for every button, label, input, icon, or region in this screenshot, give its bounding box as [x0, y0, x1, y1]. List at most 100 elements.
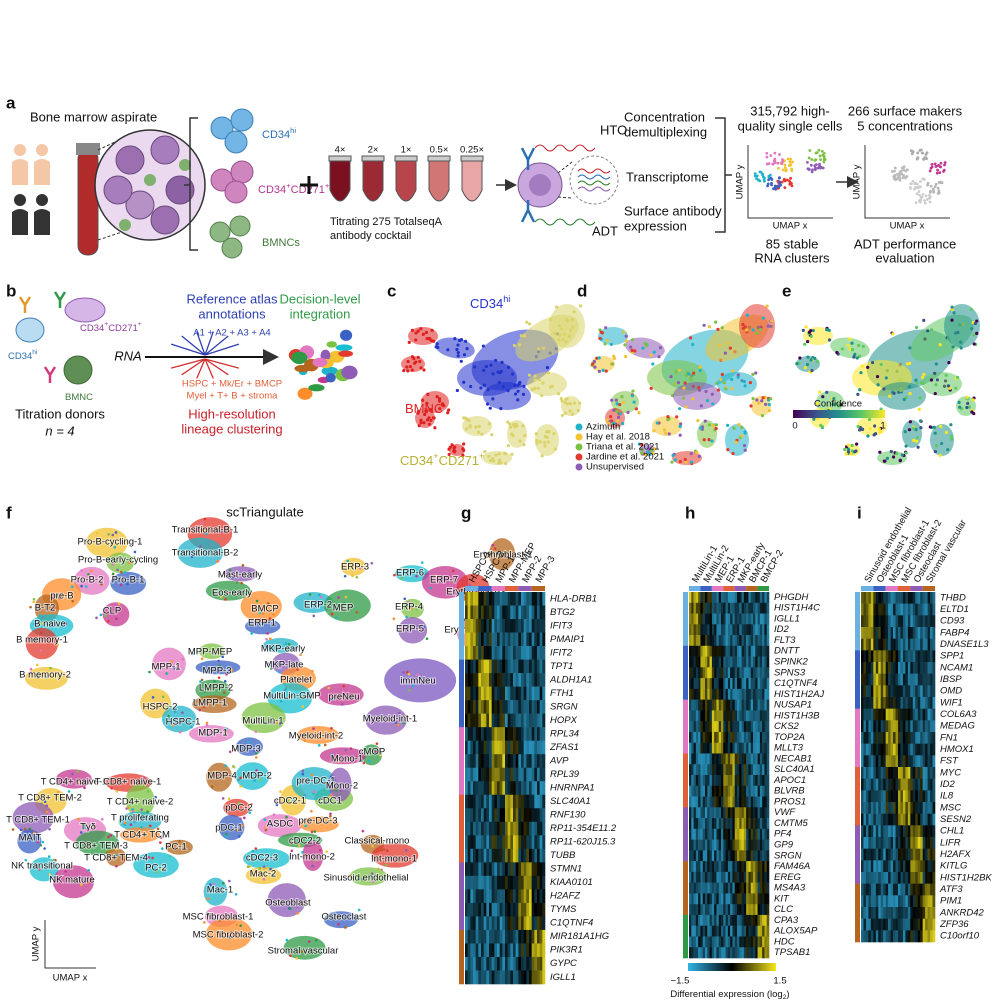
heatmap-cell [905, 825, 908, 837]
heatmap-cell [719, 818, 722, 829]
heatmap-cell [746, 753, 749, 764]
heatmap-cell [871, 592, 874, 604]
heatmap-cell [465, 768, 468, 782]
integration-label: Decision-level [280, 291, 361, 306]
heatmap-cell [486, 835, 489, 849]
heatmap-cell [730, 807, 733, 818]
heatmap-cell [728, 818, 731, 829]
heatmap-cell [735, 915, 738, 926]
umap-dot [891, 332, 894, 335]
heatmap-cell [898, 674, 901, 686]
heatmap-cell [863, 895, 866, 907]
heatmap-cell [497, 795, 500, 809]
heatmap-cell [465, 903, 468, 917]
heatmap-cell [739, 710, 742, 721]
heatmap-cell [492, 970, 495, 984]
heatmap-cell [481, 862, 484, 876]
population-label-part: + [325, 181, 330, 190]
heatmap-cell [930, 685, 933, 697]
heatmap-cell [742, 603, 745, 614]
heatmap-cell [478, 849, 481, 863]
umap-dot [888, 395, 891, 398]
heatmap-cell [689, 732, 692, 743]
heatmap-cell [719, 872, 722, 883]
heatmap-cell [755, 743, 758, 754]
heatmap-cell [933, 709, 936, 721]
heatmap-cell [878, 849, 881, 861]
cluster-label: T CD8+ TEM-1 [6, 815, 70, 826]
heatmap-cell [737, 732, 740, 743]
heatmap-cell [494, 849, 497, 863]
heatmap-cell [764, 883, 767, 894]
heatmap-cell [700, 926, 703, 937]
heatmap-cell [505, 889, 508, 903]
heatmap-cell [762, 646, 765, 657]
umap-dot [712, 424, 715, 427]
population-label-part: CD34 [400, 453, 433, 468]
heatmap-cell [540, 943, 543, 957]
heatmap-cell [516, 754, 519, 768]
heatmap-cell [705, 732, 708, 743]
heatmap-cell [468, 957, 471, 971]
gene-label: TYMS [550, 904, 577, 915]
heatmap-cell [489, 957, 492, 971]
heatmap-cell [723, 872, 726, 883]
heatmap-cell [893, 755, 896, 767]
gene-label: KIAA0101 [550, 877, 593, 888]
cluster-label: B memory-1 [16, 635, 68, 646]
heatmap-cell [760, 732, 763, 743]
heatmap-cell [696, 592, 699, 603]
heatmap-cell [521, 646, 524, 660]
heatmap-cell [534, 808, 537, 822]
heatmap-cell [726, 786, 729, 797]
cluster-label: Pro-B-1 [112, 575, 145, 586]
heatmap-cell [691, 807, 694, 818]
cluster-label: Transitional-B-2 [172, 548, 239, 559]
heatmap-cell [534, 781, 537, 795]
heatmap-cell [489, 619, 492, 633]
gene-label: IGLL1 [774, 613, 800, 624]
heatmap-cell [694, 786, 697, 797]
heatmap-cell [716, 840, 719, 851]
heatmap-cell [492, 741, 495, 755]
umap-dot [621, 422, 624, 425]
heatmap-cell [735, 635, 738, 646]
cluster-label: MultiLin-1 [242, 716, 283, 727]
heatmap-cell [529, 862, 532, 876]
gene-label: PMAIP1 [550, 634, 585, 645]
heatmap-cell [486, 606, 489, 620]
umap-dot [954, 332, 957, 335]
umap-dot [682, 386, 685, 389]
heatmap-cell [760, 947, 763, 958]
umap-dot [549, 385, 552, 388]
umap-dot [846, 344, 849, 347]
heatmap-cell [700, 635, 703, 646]
heatmap-cell [500, 957, 503, 971]
heatmap-cell [492, 862, 495, 876]
heatmap-cell [760, 904, 763, 915]
heatmap-cell [760, 721, 763, 732]
umap-dot [541, 454, 544, 457]
gene-label: SPP1 [940, 651, 964, 662]
gene-label: RNF130 [550, 810, 586, 821]
heatmap-cell [742, 764, 745, 775]
umap-dot [462, 381, 465, 384]
umap-dot [663, 428, 666, 431]
heatmap-cell [923, 685, 926, 697]
heatmap-cell [691, 710, 694, 721]
heatmap-cell [933, 872, 936, 884]
heatmap-cell [510, 889, 513, 903]
heatmap-cell [873, 604, 876, 616]
umap-dot [930, 185, 933, 188]
umap-dot [341, 703, 344, 706]
heatmap-cell [762, 732, 765, 743]
umap-dot [577, 409, 580, 412]
umap-dot [763, 179, 766, 182]
heatmap-cell [737, 614, 740, 625]
heatmap-cell [537, 781, 540, 795]
heatmap-cell [691, 883, 694, 894]
heatmap-cell [494, 700, 497, 714]
heatmap-cell [732, 818, 735, 829]
heatmap-cell [878, 895, 881, 907]
heatmap-cell [728, 743, 731, 754]
